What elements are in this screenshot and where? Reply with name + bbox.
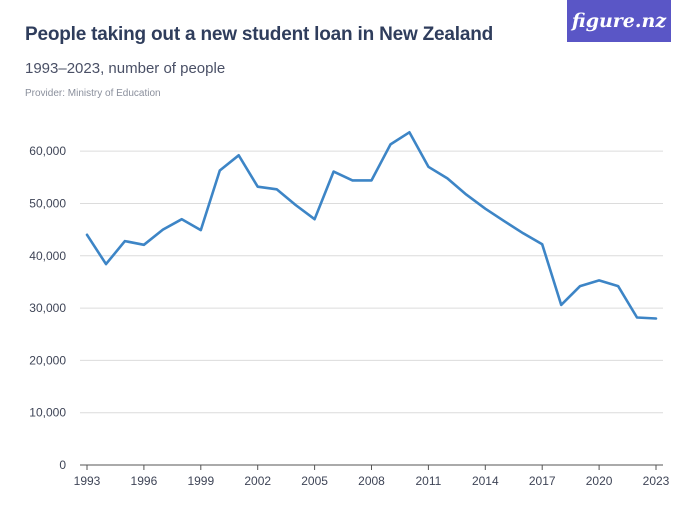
data-point[interactable] (255, 184, 261, 190)
y-tick-label: 60,000 (29, 144, 66, 158)
data-point[interactable] (387, 141, 393, 147)
axes: 0 10,000 20,000 30,000 40,000 50,000 60,000 199… (29, 144, 669, 488)
data-point[interactable] (406, 129, 412, 135)
y-tick-label: 10,000 (29, 406, 66, 420)
y-tick-label: 40,000 (29, 249, 66, 263)
data-point[interactable] (103, 261, 109, 267)
data-point[interactable] (198, 227, 204, 233)
chart-subtitle: 1993–2023, number of people (25, 60, 226, 77)
gridlines (80, 150, 663, 414)
x-tick-label: 1996 (131, 474, 158, 488)
y-tick-label: 50,000 (29, 196, 66, 210)
data-point[interactable] (482, 206, 488, 212)
data-point[interactable] (179, 216, 185, 222)
data-point[interactable] (312, 216, 318, 222)
data-point[interactable] (520, 230, 526, 236)
data-point[interactable] (596, 277, 602, 283)
data-point[interactable] (539, 241, 545, 247)
data-point[interactable] (236, 152, 242, 158)
figure-nz-logo[interactable]: figure.nz (567, 0, 671, 42)
data-point[interactable] (122, 238, 128, 244)
data-point[interactable] (160, 227, 166, 233)
data-point[interactable] (444, 175, 450, 181)
x-tick-label: 2020 (586, 474, 613, 488)
data-point[interactable] (350, 177, 356, 183)
data-point[interactable] (653, 316, 659, 322)
data-point[interactable] (141, 242, 147, 248)
x-tick-label: 2005 (301, 474, 328, 488)
x-tick-label: 2023 (643, 474, 670, 488)
series-layer (84, 129, 659, 322)
x-tick-label: 2002 (244, 474, 271, 488)
data-point[interactable] (217, 168, 223, 174)
x-tick-label: 2011 (415, 474, 441, 488)
data-point[interactable] (634, 314, 640, 320)
data-point[interactable] (615, 283, 621, 289)
data-point[interactable] (558, 302, 564, 308)
x-tick-label: 1993 (74, 474, 101, 488)
y-tick-label: 0 (59, 458, 66, 472)
data-point[interactable] (369, 177, 375, 183)
data-point[interactable] (331, 169, 337, 175)
y-tick-label: 20,000 (29, 353, 66, 367)
x-tick-label: 2017 (529, 474, 556, 488)
x-tick-label: 1999 (187, 474, 214, 488)
chart-title: People taking out a new student loan in … (25, 24, 494, 45)
data-point[interactable] (293, 202, 299, 208)
data-point[interactable] (501, 218, 507, 224)
y-tick-label: 30,000 (29, 301, 66, 315)
x-tick-label: 2014 (472, 474, 499, 488)
series-line (85, 131, 658, 320)
data-provider: Provider: Ministry of Education (25, 88, 161, 99)
data-point[interactable] (84, 232, 90, 238)
data-point[interactable] (274, 186, 280, 192)
x-tick-label: 2008 (358, 474, 385, 488)
data-point[interactable] (463, 192, 469, 198)
data-point[interactable] (577, 283, 583, 289)
data-point[interactable] (425, 164, 431, 170)
